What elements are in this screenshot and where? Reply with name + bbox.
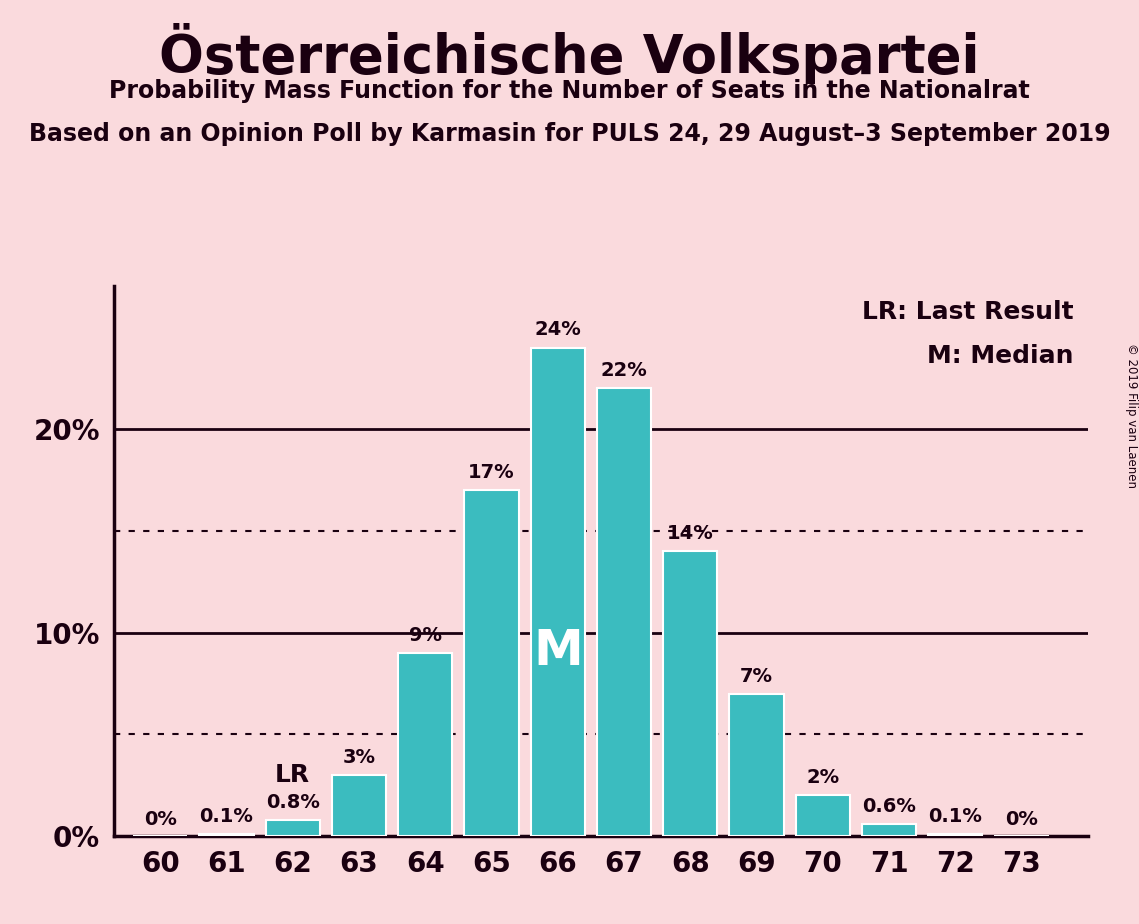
Bar — [531, 347, 585, 836]
Text: Österreichische Volkspartei: Österreichische Volkspartei — [159, 23, 980, 84]
Text: Based on an Opinion Poll by Karmasin for PULS 24, 29 August–3 September 2019: Based on an Opinion Poll by Karmasin for… — [28, 122, 1111, 146]
Text: M: Median: M: Median — [927, 344, 1073, 368]
Text: 9%: 9% — [409, 626, 442, 645]
Bar — [265, 820, 320, 836]
Text: 22%: 22% — [600, 361, 647, 380]
Bar — [928, 834, 983, 836]
Text: 17%: 17% — [468, 463, 515, 482]
Bar — [862, 824, 916, 836]
Text: LR: Last Result: LR: Last Result — [861, 300, 1073, 324]
Text: 0%: 0% — [1005, 810, 1038, 829]
Text: © 2019 Filip van Laenen: © 2019 Filip van Laenen — [1124, 344, 1138, 488]
Text: 0.8%: 0.8% — [265, 793, 320, 812]
Bar — [399, 653, 452, 836]
Bar — [331, 775, 386, 836]
Text: 24%: 24% — [534, 321, 581, 339]
Bar — [199, 834, 254, 836]
Text: M: M — [533, 626, 583, 675]
Bar — [663, 551, 718, 836]
Text: 3%: 3% — [343, 748, 376, 767]
Text: 0.6%: 0.6% — [862, 796, 916, 816]
Text: 14%: 14% — [666, 524, 714, 543]
Text: 2%: 2% — [806, 769, 839, 787]
Bar — [465, 490, 518, 836]
Text: 0.1%: 0.1% — [199, 807, 254, 826]
Text: 7%: 7% — [740, 666, 773, 686]
Bar — [796, 796, 850, 836]
Text: LR: LR — [276, 763, 310, 787]
Bar — [597, 388, 652, 836]
Text: 0.1%: 0.1% — [928, 807, 982, 826]
Text: 0%: 0% — [144, 810, 177, 829]
Text: Probability Mass Function for the Number of Seats in the Nationalrat: Probability Mass Function for the Number… — [109, 79, 1030, 103]
Bar — [729, 694, 784, 836]
